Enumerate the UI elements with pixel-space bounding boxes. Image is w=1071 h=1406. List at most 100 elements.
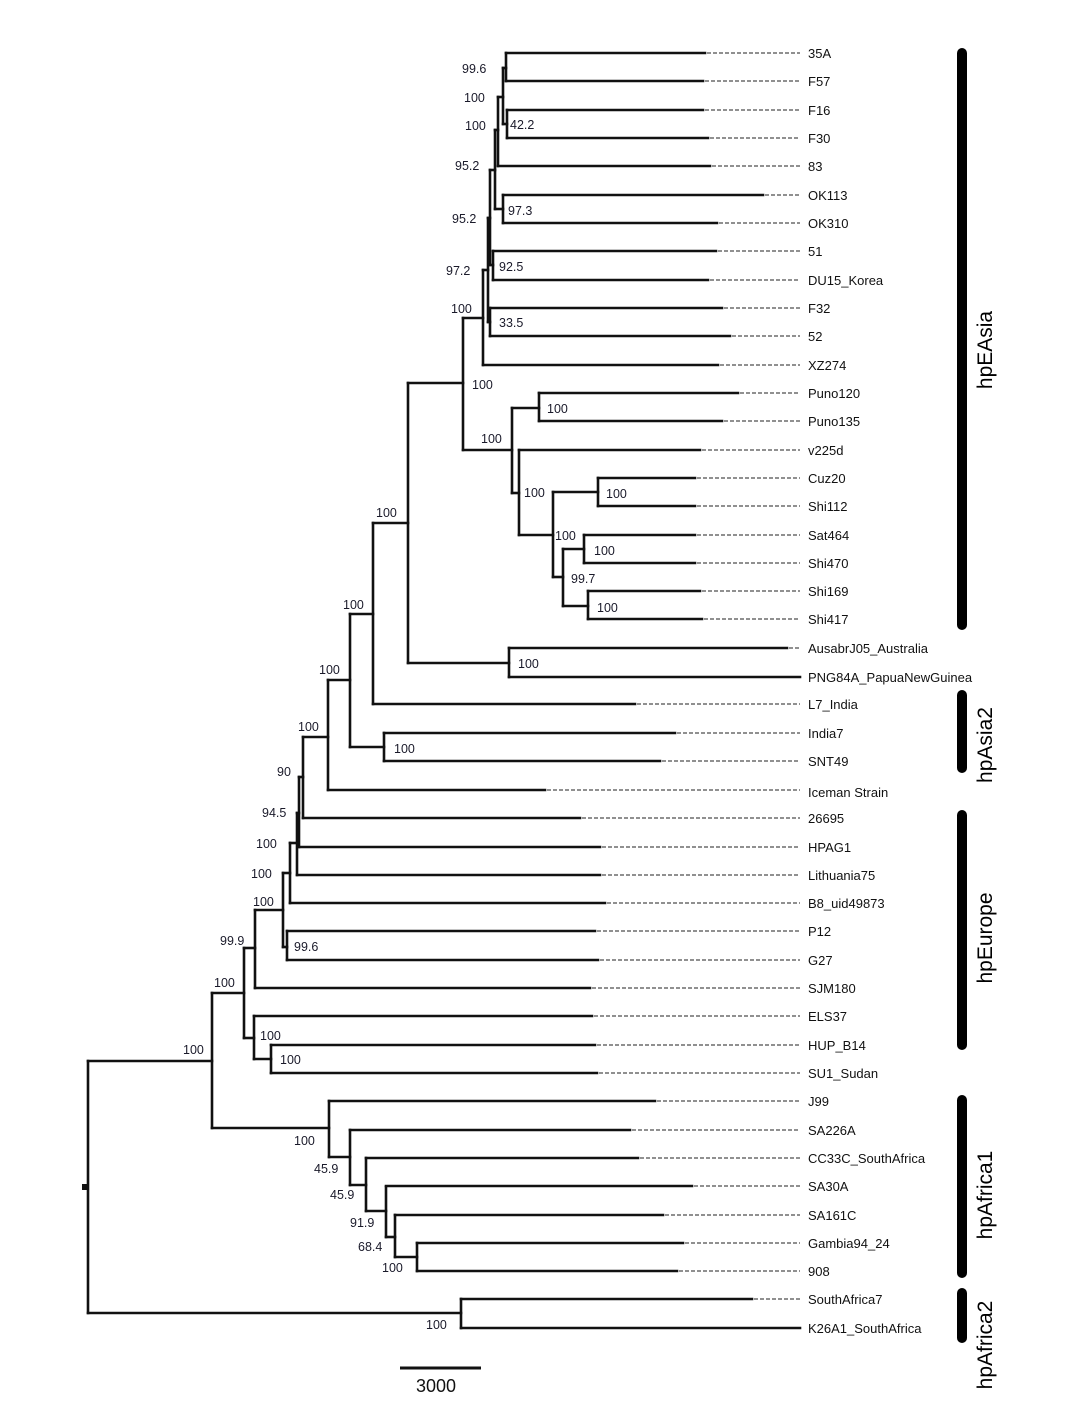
leaf-label: ELS37 — [808, 1009, 847, 1024]
bootstrap-value: 100 — [253, 895, 274, 909]
leaf-label: SouthAfrica7 — [808, 1292, 882, 1307]
bootstrap-value: 99.7 — [571, 572, 595, 586]
leaf-label: K26A1_SouthAfrica — [808, 1321, 922, 1336]
leaf-label: Shi417 — [808, 612, 848, 627]
clade-bar — [957, 690, 967, 773]
leaf-label: PNG84A_PapuaNewGuinea — [808, 670, 973, 685]
bootstrap-value: 100 — [294, 1134, 315, 1148]
bootstrap-value: 95.2 — [452, 212, 476, 226]
bootstrap-value: 100 — [376, 506, 397, 520]
bootstrap-value: 100 — [524, 486, 545, 500]
scale-bar-label: 3000 — [416, 1376, 456, 1396]
leaf-label: Cuz20 — [808, 471, 846, 486]
bootstrap-value: 100 — [214, 976, 235, 990]
bootstrap-value: 100 — [481, 432, 502, 446]
bootstrap-value: 94.5 — [262, 806, 286, 820]
bootstrap-value: 100 — [251, 867, 272, 881]
tree-branches — [82, 51, 802, 1330]
bootstrap-value: 95.2 — [455, 159, 479, 173]
leaf-label: F57 — [808, 74, 830, 89]
bootstrap-value: 100 — [594, 544, 615, 558]
leaf-label: SA226A — [808, 1123, 856, 1138]
leaf-label: OK310 — [808, 216, 848, 231]
bootstrap-value: 90 — [277, 765, 291, 779]
clade-bar — [957, 810, 967, 1050]
bootstrap-value: 100 — [183, 1043, 204, 1057]
bootstrap-value: 97.3 — [508, 204, 532, 218]
bootstrap-value: 45.9 — [330, 1188, 354, 1202]
bootstrap-value: 100 — [606, 487, 627, 501]
leaf-label: India7 — [808, 726, 843, 741]
clade-label: hpEurope — [974, 892, 997, 983]
leaf-label: 908 — [808, 1264, 830, 1279]
bootstrap-value: 97.2 — [446, 264, 470, 278]
leaf-label: 52 — [808, 329, 822, 344]
bootstrap-value: 92.5 — [499, 260, 523, 274]
root-marker — [82, 1184, 88, 1190]
bootstrap-value: 100 — [298, 720, 319, 734]
bootstrap-value: 100 — [555, 529, 576, 543]
leaf-label: Gambia94_24 — [808, 1236, 890, 1251]
bootstrap-value: 100 — [426, 1318, 447, 1332]
leaf-label: 35A — [808, 46, 831, 61]
leaf-label: P12 — [808, 924, 831, 939]
bootstrap-value: 99.6 — [462, 62, 486, 76]
bootstrap-value: 100 — [465, 119, 486, 133]
leaf-label: J99 — [808, 1094, 829, 1109]
leaf-label: Sat464 — [808, 528, 849, 543]
clade-bar — [957, 48, 967, 630]
bootstrap-value: 100 — [343, 598, 364, 612]
bootstrap-value: 100 — [319, 663, 340, 677]
leaf-label: F16 — [808, 103, 830, 118]
leaf-label: SA161C — [808, 1208, 856, 1223]
bootstrap-value: 99.9 — [220, 934, 244, 948]
leaf-label: SJM180 — [808, 981, 856, 996]
scale-bar: 3000 — [400, 1366, 481, 1396]
clade-bar — [957, 1288, 967, 1343]
leaf-label: CC33C_SouthAfrica — [808, 1151, 926, 1166]
leaf-label: HUP_B14 — [808, 1038, 866, 1053]
clade-label: hpAfrica1 — [974, 1151, 997, 1240]
leaf-label: SNT49 — [808, 754, 848, 769]
clade-label: hpEAsia — [974, 311, 997, 390]
leaf-label: HPAG1 — [808, 840, 851, 855]
bootstrap-value: 100 — [451, 302, 472, 316]
bootstrap-value: 100 — [547, 402, 568, 416]
leaf-label: XZ274 — [808, 358, 846, 373]
bootstrap-value: 45.9 — [314, 1162, 338, 1176]
bootstrap-value: 33.5 — [499, 316, 523, 330]
leaf-label: Shi169 — [808, 584, 848, 599]
leaf-label: 26695 — [808, 811, 844, 826]
bootstrap-value: 100 — [464, 91, 485, 105]
bootstrap-value: 99.6 — [294, 940, 318, 954]
leaf-label: Iceman Strain — [808, 785, 888, 800]
bootstrap-value: 100 — [597, 601, 618, 615]
bootstrap-value: 100 — [472, 378, 493, 392]
clade-label: hpAfrica2 — [974, 1301, 997, 1390]
leaf-label: v225d — [808, 443, 843, 458]
leaf-label: Shi112 — [808, 499, 848, 514]
leaf-label: SA30A — [808, 1179, 849, 1194]
leaf-label: OK113 — [808, 188, 848, 203]
leaf-label: Shi470 — [808, 556, 848, 571]
bootstrap-value: 42.2 — [510, 118, 534, 132]
bootstrap-value: 91.9 — [350, 1216, 374, 1230]
bootstrap-labels: 99.6 100 100 42.2 95.2 97.3 95.2 92.5 97.2 100 33.… — [183, 62, 627, 1332]
bootstrap-value: 100 — [382, 1261, 403, 1275]
leaf-label: B8_uid49873 — [808, 896, 885, 911]
clade-bar — [957, 1095, 967, 1278]
leaf-label: Lithuania75 — [808, 868, 875, 883]
leaf-label: AusabrJ05_Australia — [808, 641, 929, 656]
leaf-label: DU15_Korea — [808, 273, 884, 288]
leaf-label: SU1_Sudan — [808, 1066, 878, 1081]
leaf-label: 51 — [808, 244, 822, 259]
leaf-label: Puno120 — [808, 386, 860, 401]
bootstrap-value: 68.4 — [358, 1240, 382, 1254]
clade-label: hpAsia2 — [974, 707, 997, 783]
leaf-label: F30 — [808, 131, 830, 146]
leaf-label: L7_India — [808, 697, 859, 712]
clade-annotations: hpEAsia hpAsia2 hpEurope hpAfrica1 hpAfrica2 — [957, 48, 997, 1389]
bootstrap-value: 100 — [256, 837, 277, 851]
leaf-label: F32 — [808, 301, 830, 316]
